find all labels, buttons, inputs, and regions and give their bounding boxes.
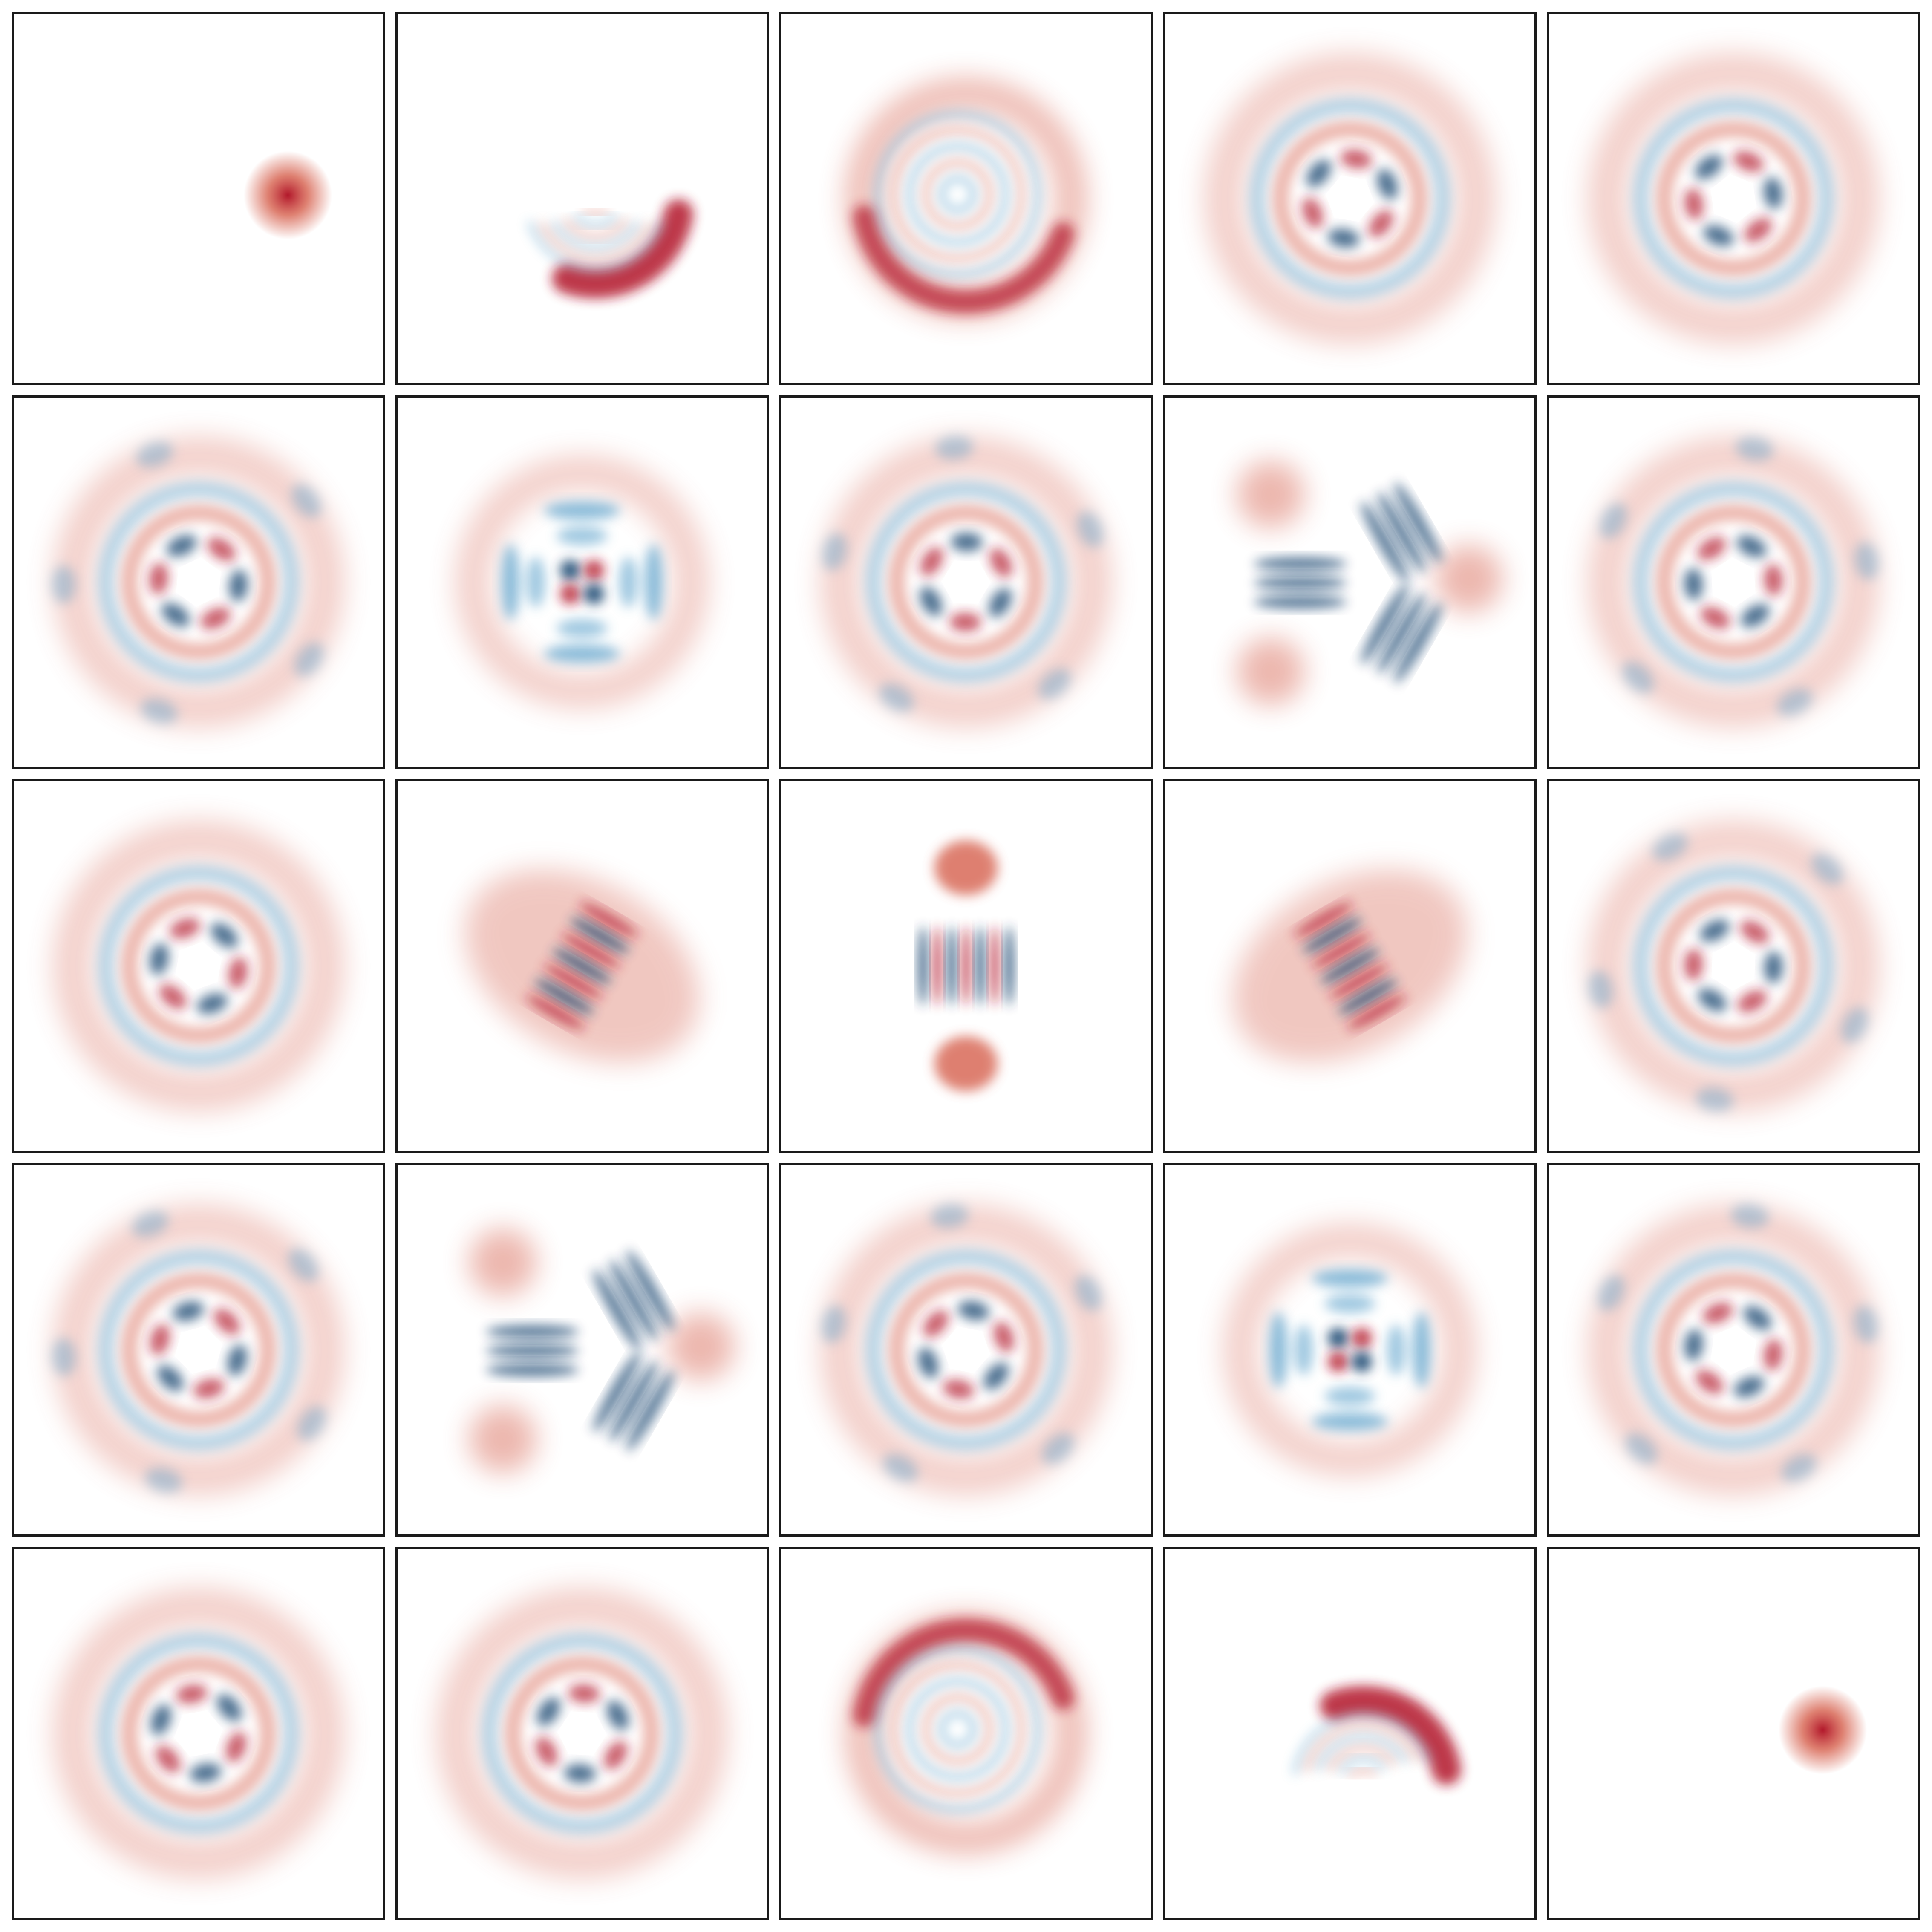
- pattern-panel-5: [1547, 12, 1920, 385]
- pattern-panel-12: [395, 779, 769, 1153]
- pattern-pentagonal-flower: [820, 436, 1112, 728]
- pattern-panel-24: [1163, 1547, 1537, 1920]
- pattern-pentagonal-flower: [1588, 436, 1879, 728]
- pattern-flower-rings: [1588, 53, 1879, 344]
- interference-flower-icon: [820, 436, 1112, 728]
- pattern-panel-1: [12, 12, 385, 385]
- pattern-pentagonal-flower: [52, 1204, 344, 1496]
- pattern-panel-18: [779, 1163, 1153, 1537]
- pattern-panel-10: [1547, 395, 1920, 769]
- pattern-panel-7: [395, 395, 769, 769]
- pattern-panel-16: [12, 1163, 385, 1537]
- pattern-triangle-stripes: [469, 1228, 735, 1473]
- pattern-panel-14: [1163, 779, 1537, 1153]
- pattern-panel-21: [12, 1547, 385, 1920]
- diagonal-interference-icon: [1232, 869, 1468, 1063]
- pattern-rings-with-flower: [1204, 53, 1496, 344]
- pattern-panel-23: [779, 1547, 1153, 1920]
- pattern-panel-13: [779, 779, 1153, 1153]
- pattern-panel-3: [779, 12, 1153, 385]
- pattern-square-lattice: [456, 456, 709, 709]
- pattern-gaussian-blob: [1778, 1686, 1867, 1774]
- interference-flower-icon: [53, 820, 344, 1112]
- two-blob-fringes-icon: [919, 840, 1013, 1091]
- pattern-panel-8: [779, 395, 1153, 769]
- diagonal-interference-icon: [464, 869, 700, 1063]
- pattern-panel-2: [395, 12, 769, 385]
- pattern-spiral-rings: [846, 78, 1086, 319]
- interference-flower-icon: [1588, 1204, 1879, 1496]
- pattern-diagonal-stripes: [464, 869, 700, 1063]
- interference-flower-icon: [52, 1204, 344, 1496]
- square-interference-lattice-icon: [456, 456, 709, 709]
- pattern-panel-25: [1547, 1547, 1920, 1920]
- pattern-panel-20: [1547, 1163, 1920, 1537]
- pattern-spiral-rings: [846, 1613, 1086, 1854]
- pattern-panel-9: [1163, 395, 1537, 769]
- pattern-vertical-stripes-two-blobs: [919, 840, 1013, 1091]
- interference-spiral-icon: [846, 78, 1086, 319]
- pattern-panel-15: [1547, 779, 1920, 1153]
- red-gaussian-blob-icon: [1778, 1686, 1867, 1774]
- pattern-panel-19: [1163, 1163, 1537, 1537]
- pattern-square-lattice: [1223, 1223, 1476, 1476]
- interference-rings-icon: [1204, 53, 1496, 344]
- red-crescent-blue-arcs-icon: [528, 199, 693, 299]
- triangular-interference-icon: [1237, 461, 1502, 705]
- pattern-panel-4: [1163, 12, 1537, 385]
- pattern-diagonal-stripes: [1232, 869, 1468, 1063]
- pattern-flower-rings: [53, 820, 344, 1112]
- pattern-gaussian-blob: [243, 151, 332, 239]
- pattern-pentagonal-flower: [52, 436, 344, 728]
- pattern-flower-rings: [53, 1588, 344, 1879]
- interference-flower-icon: [52, 436, 344, 728]
- interference-flower-icon: [1588, 436, 1879, 728]
- pattern-triangle-stripes: [1237, 461, 1502, 705]
- red-crescent-blue-arcs-icon: [1293, 1686, 1461, 1785]
- pattern-crescent-with-arcs: [528, 199, 693, 299]
- pattern-panel-6: [12, 395, 385, 769]
- pattern-panel-22: [395, 1547, 769, 1920]
- pattern-pentagonal-flower: [1588, 1204, 1879, 1496]
- triangular-interference-icon: [469, 1228, 735, 1473]
- pattern-rings-with-flower: [436, 1588, 728, 1879]
- pattern-panel-11: [12, 779, 385, 1153]
- pattern-pentagonal-flower: [820, 1204, 1112, 1496]
- red-gaussian-blob-icon: [243, 151, 332, 239]
- pattern-panel-17: [395, 1163, 769, 1537]
- interference-flower-icon: [1588, 53, 1879, 344]
- square-interference-lattice-icon: [1223, 1223, 1476, 1476]
- interference-flower-icon: [820, 1204, 1112, 1496]
- interference-spiral-icon: [846, 1613, 1086, 1854]
- interference-rings-icon: [436, 1588, 728, 1879]
- interference-flower-icon: [53, 1588, 344, 1879]
- interference-flower-icon: [1588, 820, 1879, 1112]
- pattern-crescent-with-arcs: [1293, 1686, 1461, 1785]
- pattern-pentagonal-flower: [1588, 820, 1879, 1112]
